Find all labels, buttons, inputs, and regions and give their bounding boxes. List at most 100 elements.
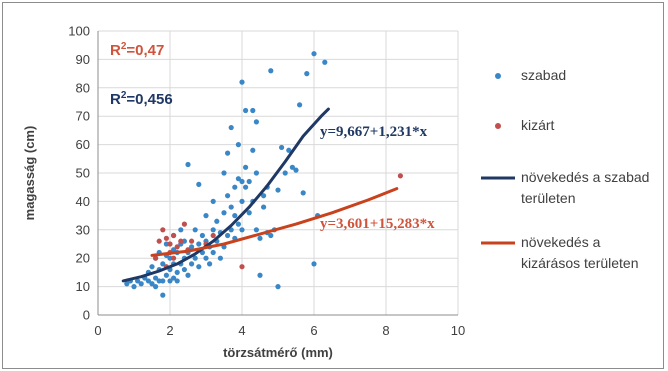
data-point-szabad	[235, 176, 241, 182]
data-point-kizart	[239, 264, 245, 270]
data-point-szabad	[210, 198, 216, 204]
data-point-kizart	[156, 238, 162, 244]
data-point-szabad	[250, 107, 256, 114]
data-point-szabad	[185, 272, 191, 278]
data-point-szabad	[243, 107, 249, 114]
y-tick-label: 10	[76, 279, 90, 294]
y-tick-label: 50	[76, 166, 90, 181]
data-point-kizart	[171, 232, 177, 239]
trend-line-2	[121, 107, 330, 283]
data-point-szabad	[207, 261, 213, 267]
data-point-szabad	[181, 266, 187, 273]
data-point-kizart	[153, 255, 159, 261]
legend-label: kizárt	[521, 117, 555, 133]
data-point-szabad	[253, 227, 259, 233]
data-point-kizart	[178, 238, 184, 244]
data-point-szabad	[253, 170, 259, 176]
data-point-szabad	[171, 275, 177, 281]
data-point-szabad	[286, 147, 292, 153]
data-point-szabad	[171, 247, 177, 253]
axes	[97, 31, 458, 316]
data-point-szabad	[304, 71, 310, 77]
legend-label: növekedés a szabad	[521, 169, 649, 185]
data-point-szabad	[192, 227, 198, 233]
data-point-szabad	[221, 170, 227, 176]
legend-label: területen	[521, 190, 575, 206]
data-point-kizart	[163, 235, 169, 241]
data-point-szabad	[239, 198, 245, 204]
data-point-szabad	[239, 79, 245, 85]
trend-lines	[121, 107, 399, 283]
x-tick-label: 10	[451, 323, 465, 338]
r2-annotation-excluded: R2=0,47	[110, 41, 164, 59]
legend-marker	[495, 73, 501, 79]
data-point-szabad	[185, 161, 191, 168]
data-point-kizart	[171, 255, 177, 261]
data-point-szabad	[235, 142, 241, 148]
data-point-szabad	[124, 281, 130, 287]
data-point-szabad	[239, 178, 245, 185]
data-point-szabad	[210, 249, 216, 256]
data-point-szabad	[149, 264, 155, 270]
data-point-szabad	[178, 227, 184, 233]
data-point-szabad	[167, 255, 173, 261]
data-point-szabad	[235, 221, 241, 227]
legend-label: növekedés a	[521, 234, 601, 250]
data-point-szabad	[214, 218, 220, 224]
data-point-szabad	[181, 238, 187, 244]
x-tick-label: 6	[310, 323, 317, 338]
equation-free: y=9,667+1,231*x	[320, 124, 428, 140]
y-axis-title: magasság (cm)	[22, 126, 37, 221]
data-point-szabad	[311, 51, 317, 57]
data-point-szabad	[275, 187, 281, 193]
data-point-szabad	[160, 278, 166, 284]
data-point-szabad	[221, 210, 227, 216]
data-point-kizart	[181, 221, 187, 227]
data-point-szabad	[149, 281, 155, 287]
x-axis-title: törzsátmérő (mm)	[223, 345, 333, 360]
data-point-szabad	[199, 232, 205, 239]
data-point-szabad	[293, 167, 299, 173]
legend-marker	[495, 123, 501, 129]
data-point-szabad	[189, 261, 195, 267]
data-point-szabad	[160, 261, 166, 267]
data-point-szabad	[138, 281, 144, 287]
data-point-szabad	[225, 193, 231, 199]
y-tick-label: 20	[76, 251, 90, 266]
data-point-szabad	[167, 278, 173, 284]
legend-label: szabad	[521, 67, 566, 83]
trend-line-3	[150, 187, 399, 257]
y-tick-label: 30	[76, 222, 90, 237]
x-tick-label: 8	[382, 323, 389, 338]
data-point-szabad	[253, 119, 259, 125]
data-point-szabad	[225, 150, 231, 156]
x-tick-label: 2	[166, 323, 173, 338]
data-point-szabad	[250, 147, 256, 153]
data-point-szabad	[196, 241, 202, 247]
data-point-szabad	[203, 255, 209, 261]
y-tick-label: 90	[76, 52, 90, 67]
data-point-kizart	[397, 173, 403, 179]
y-tick-label: 80	[76, 80, 90, 95]
y-tick-label: 70	[76, 109, 90, 124]
data-point-szabad	[153, 284, 159, 290]
data-point-szabad	[261, 204, 267, 210]
x-tick-labels: 0 2 4 6 8 10	[94, 323, 465, 338]
data-point-szabad	[243, 164, 249, 170]
x-tick-label: 0	[94, 323, 101, 338]
data-point-szabad	[135, 278, 141, 284]
data-point-kizart	[167, 241, 173, 247]
data-point-szabad	[189, 244, 195, 250]
data-point-szabad	[192, 255, 198, 261]
x-tick-label: 4	[238, 323, 245, 338]
data-point-szabad	[261, 193, 267, 199]
data-point-szabad	[210, 227, 216, 233]
legend-label: kizárásos területen	[521, 255, 639, 271]
data-point-szabad	[289, 164, 295, 170]
data-point-szabad	[228, 124, 234, 131]
data-point-szabad	[257, 235, 263, 241]
data-point-szabad	[153, 275, 159, 281]
data-point-szabad	[225, 232, 231, 239]
